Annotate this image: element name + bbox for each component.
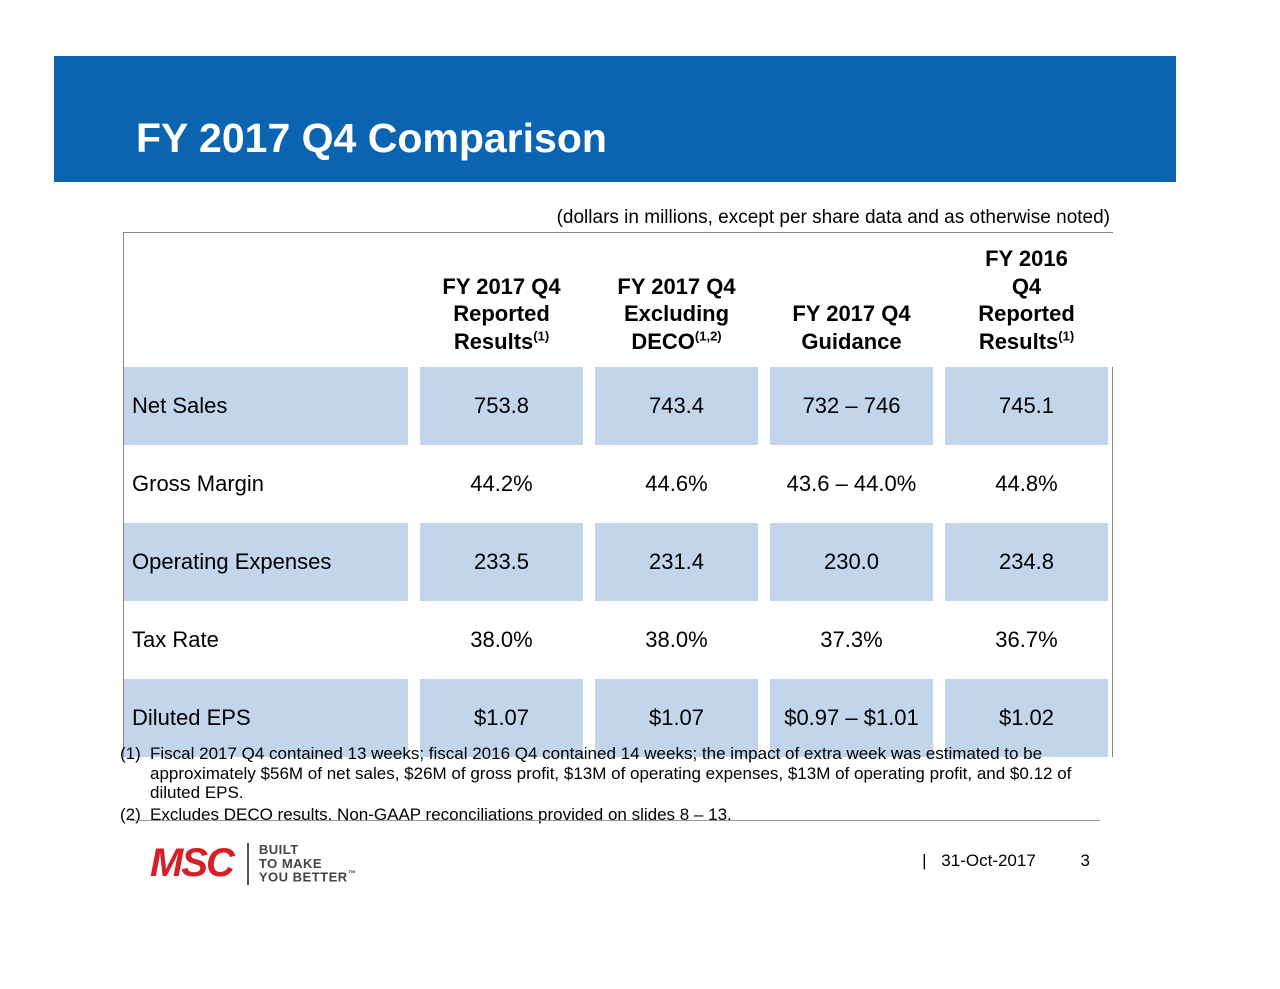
- row-value: 44.2%: [414, 445, 589, 523]
- page-meta: | 31-Oct-2017 3: [922, 851, 1090, 871]
- title-band: FY 2017 Q4 Comparison: [54, 56, 1176, 182]
- logo: MSC BUILT TO MAKE YOU BETTER™: [150, 841, 356, 886]
- row-value: 231.4: [589, 523, 764, 601]
- page-date: 31-Oct-2017: [941, 851, 1036, 870]
- slide-title: FY 2017 Q4 Comparison: [136, 115, 607, 162]
- col-header-blank: [124, 233, 414, 367]
- col-header-reported: FY 2017 Q4 Reported Results(1): [414, 233, 589, 367]
- row-value: 234.8: [939, 523, 1114, 601]
- footnote-2: (2) Excludes DECO results. Non-GAAP reco…: [120, 805, 1115, 825]
- col-header-guidance: FY 2017 Q4 Guidance: [764, 233, 939, 367]
- table-row: Tax Rate38.0%38.0%37.3%36.7%: [124, 601, 1114, 679]
- row-value: 233.5: [414, 523, 589, 601]
- row-value: 38.0%: [589, 601, 764, 679]
- logo-brand: MSC: [150, 841, 233, 886]
- row-label: Net Sales: [124, 367, 414, 445]
- comparison-table: FY 2017 Q4 Reported Results(1) FY 2017 Q…: [123, 232, 1113, 757]
- row-value: 44.6%: [589, 445, 764, 523]
- col-header-ex-deco: FY 2017 Q4 Excluding DECO(1,2): [589, 233, 764, 367]
- table-header-row: FY 2017 Q4 Reported Results(1) FY 2017 Q…: [124, 233, 1114, 367]
- table-row: Operating Expenses233.5231.4230.0234.8: [124, 523, 1114, 601]
- footer-rule: [130, 820, 1100, 821]
- row-value: 36.7%: [939, 601, 1114, 679]
- row-value: 743.4: [589, 367, 764, 445]
- logo-tagline: BUILT TO MAKE YOU BETTER™: [259, 843, 356, 884]
- row-value: 230.0: [764, 523, 939, 601]
- page-number: 3: [1081, 851, 1090, 870]
- row-value: 37.3%: [764, 601, 939, 679]
- logo-divider: [247, 843, 249, 885]
- row-label: Operating Expenses: [124, 523, 414, 601]
- table-row: Net Sales753.8743.4732 – 746745.1: [124, 367, 1114, 445]
- row-value: 44.8%: [939, 445, 1114, 523]
- row-value: 745.1: [939, 367, 1114, 445]
- footnote-1: (1) Fiscal 2017 Q4 contained 13 weeks; f…: [120, 744, 1115, 803]
- table-row: Gross Margin44.2%44.6%43.6 – 44.0%44.8%: [124, 445, 1114, 523]
- footnotes: (1) Fiscal 2017 Q4 contained 13 weeks; f…: [120, 744, 1115, 826]
- row-label: Gross Margin: [124, 445, 414, 523]
- col-header-fy16: FY 2016 Q4 Reported Results(1): [939, 233, 1114, 367]
- row-value: 753.8: [414, 367, 589, 445]
- slide: FY 2017 Q4 Comparison (dollars in millio…: [0, 0, 1280, 989]
- row-value: 38.0%: [414, 601, 589, 679]
- row-value: 732 – 746: [764, 367, 939, 445]
- row-label: Tax Rate: [124, 601, 414, 679]
- subtitle: (dollars in millions, except per share d…: [557, 207, 1110, 229]
- row-value: 43.6 – 44.0%: [764, 445, 939, 523]
- footer: MSC BUILT TO MAKE YOU BETTER™ | 31-Oct-2…: [130, 835, 1100, 895]
